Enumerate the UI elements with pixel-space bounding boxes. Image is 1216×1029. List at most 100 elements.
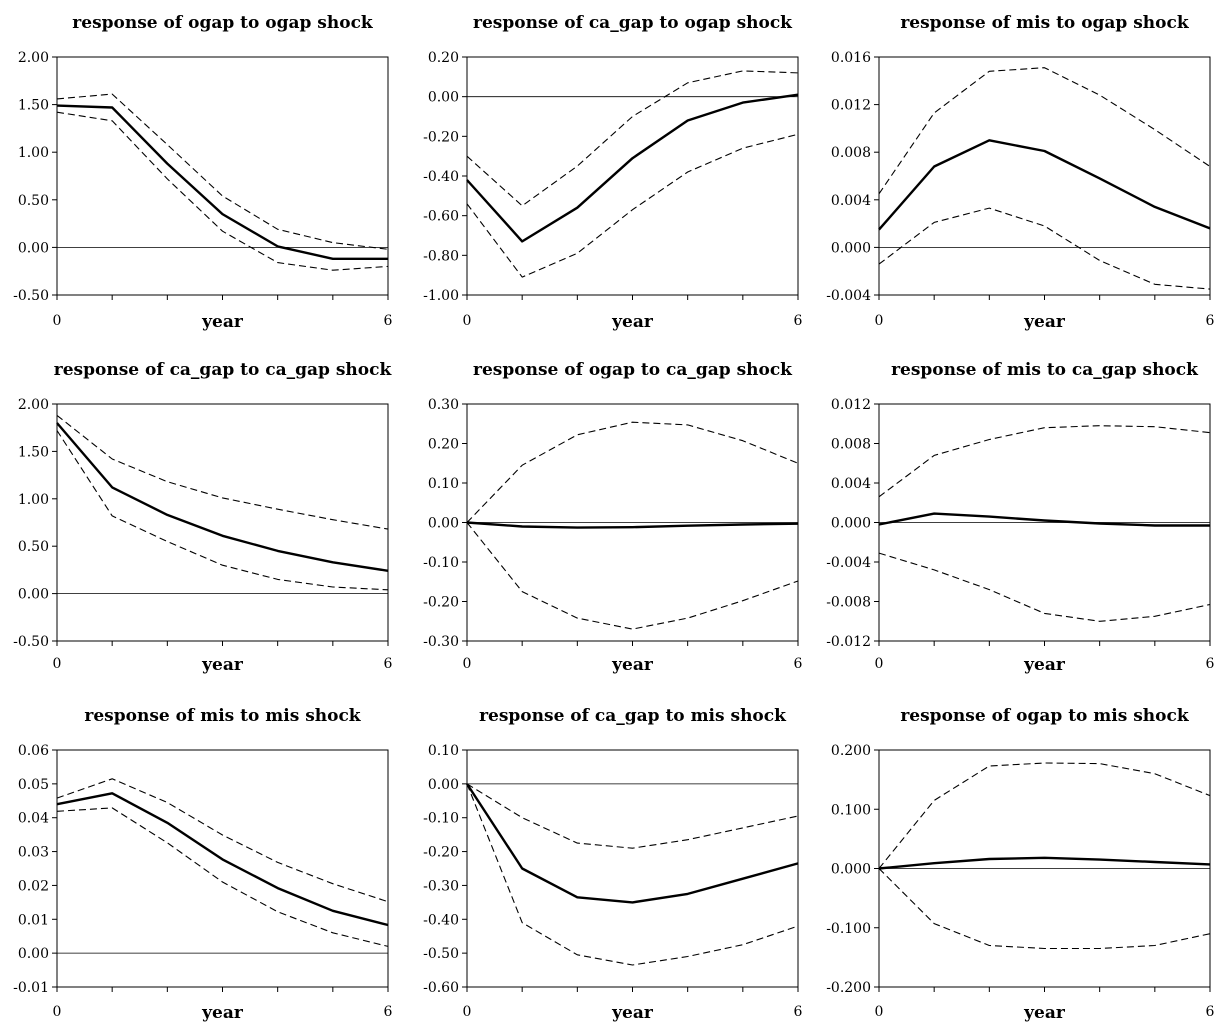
response-line <box>878 139 1211 231</box>
response-line <box>56 104 388 260</box>
y-tick-label: 0.000 <box>831 516 871 532</box>
y-tick-label: 0.004 <box>831 476 871 492</box>
y-tick-label: 0.50 <box>18 539 49 555</box>
upper-band-line <box>56 414 389 530</box>
upper-band-line <box>466 783 799 849</box>
y-tick-label: 0.00 <box>428 516 459 532</box>
plot-frame <box>56 403 389 642</box>
chart-panel-8: response of ca_gap to mis shock 0.10 0.00 -… <box>423 706 802 1023</box>
plot-frame <box>466 749 799 988</box>
y-tick-label: 0.10 <box>428 476 459 492</box>
x-tick-label: 6 <box>794 656 803 672</box>
x-tick-label: 0 <box>875 1004 884 1020</box>
lower-band-line <box>878 868 1211 950</box>
upper-band-line <box>878 425 1211 498</box>
lower-band-line <box>466 783 799 966</box>
upper-band-line <box>56 778 389 903</box>
upper-band-line <box>466 70 799 207</box>
chart-panel-2: response of ca_gap to ogap shock 0.20 0.00… <box>423 13 802 332</box>
y-tick-label: 0.000 <box>831 862 871 878</box>
chart-panel-7: response of mis to mis shock 0.06 0.05 0.04… <box>13 706 392 1023</box>
y-tick-label: -0.60 <box>423 980 459 996</box>
chart-panel-6: response of mis to ca_gap shock 0.012 0.00… <box>826 360 1214 675</box>
y-tick-label: -0.40 <box>423 912 459 928</box>
y-tick-label: 0.008 <box>831 145 871 161</box>
y-tick-label: -1.00 <box>423 288 459 304</box>
y-tick-label: -0.004 <box>826 555 871 571</box>
y-tick-label: -0.20 <box>423 595 459 611</box>
x-axis-label: year <box>1023 312 1066 332</box>
y-tick-label: -0.01 <box>13 980 49 996</box>
x-tick-label: 6 <box>384 313 393 329</box>
x-tick-label: 0 <box>463 313 472 329</box>
y-tick-label: -0.008 <box>826 595 871 611</box>
y-tick-label: -0.20 <box>423 129 459 145</box>
chart-title: response of ogap to ca_gap shock <box>473 360 793 380</box>
y-tick-label: -0.10 <box>423 811 459 827</box>
lower-band-line <box>878 207 1211 290</box>
x-tick-label: 6 <box>384 656 393 672</box>
y-tick-label: 0.00 <box>428 777 459 793</box>
y-tick-label: 0.50 <box>18 193 49 209</box>
lower-band-line <box>56 430 389 591</box>
y-tick-label: -0.012 <box>826 634 871 650</box>
chart-title: response of mis to ca_gap shock <box>891 360 1199 380</box>
upper-band-line <box>878 762 1211 869</box>
y-tick-label: -0.004 <box>826 288 871 304</box>
y-tick-label: 2.00 <box>18 397 49 413</box>
x-tick-label: 6 <box>1206 1004 1215 1020</box>
x-tick-label: 6 <box>794 313 803 329</box>
chart-panel-1: response of ogap to ogap shock 2.00 1.50 1.… <box>13 13 392 332</box>
y-tick-label: -0.30 <box>423 878 459 894</box>
x-tick-label: 6 <box>794 1004 803 1020</box>
upper-band-line <box>466 421 799 523</box>
x-tick-label: 0 <box>875 313 884 329</box>
y-tick-label: 0.20 <box>428 50 459 66</box>
y-tick-label: 0.20 <box>428 437 459 453</box>
y-tick-label: 0.00 <box>18 587 49 603</box>
y-tick-label: 0.02 <box>18 878 49 894</box>
chart-panel-9: response of ogap to mis shock 0.200 0.100 0… <box>826 706 1214 1023</box>
x-tick-label: 0 <box>875 656 884 672</box>
x-tick-label: 6 <box>384 1004 393 1020</box>
y-tick-label: 0.012 <box>831 98 871 114</box>
y-tick-label: 1.50 <box>18 444 49 460</box>
y-tick-label: 0.03 <box>18 845 49 861</box>
y-tick-label: 0.100 <box>831 802 871 818</box>
y-tick-label: -0.50 <box>13 634 49 650</box>
response-line <box>56 422 389 572</box>
upper-band-line <box>56 93 389 250</box>
y-tick-label: -0.80 <box>423 248 459 264</box>
response-line <box>466 521 799 529</box>
y-tick-label: 0.00 <box>18 946 49 962</box>
y-tick-label: 0.016 <box>831 50 871 66</box>
lower-band-line <box>56 111 389 271</box>
response-line <box>56 792 389 927</box>
y-tick-label: 0.200 <box>831 743 871 759</box>
y-tick-label: 0.00 <box>428 90 459 106</box>
plot-frame <box>56 749 389 988</box>
y-tick-label: -0.100 <box>826 921 871 937</box>
lower-band-line <box>878 552 1211 622</box>
y-tick-label: 0.012 <box>831 397 871 413</box>
y-tick-label: 1.00 <box>18 492 49 508</box>
chart-title: response of ca_gap to ca_gap shock <box>54 360 393 380</box>
x-tick-label: 0 <box>53 656 62 672</box>
lower-band-line <box>466 133 799 278</box>
x-tick-label: 0 <box>463 656 472 672</box>
x-axis-label: year <box>611 312 654 332</box>
y-tick-label: 0.06 <box>18 743 49 759</box>
response-line <box>878 856 1211 870</box>
plot-frame <box>466 56 799 296</box>
chart-title: response of mis to mis shock <box>84 706 361 726</box>
y-tick-label: 0.05 <box>18 777 49 793</box>
response-line <box>878 512 1210 527</box>
y-tick-label: 0.008 <box>831 437 871 453</box>
y-tick-label: 0.00 <box>18 240 49 256</box>
x-axis-label: year <box>201 312 244 332</box>
plot-frame <box>878 56 1211 296</box>
y-tick-label: 0.01 <box>18 912 49 928</box>
y-tick-label: 1.00 <box>18 145 49 161</box>
x-axis-label: year <box>201 1003 244 1023</box>
